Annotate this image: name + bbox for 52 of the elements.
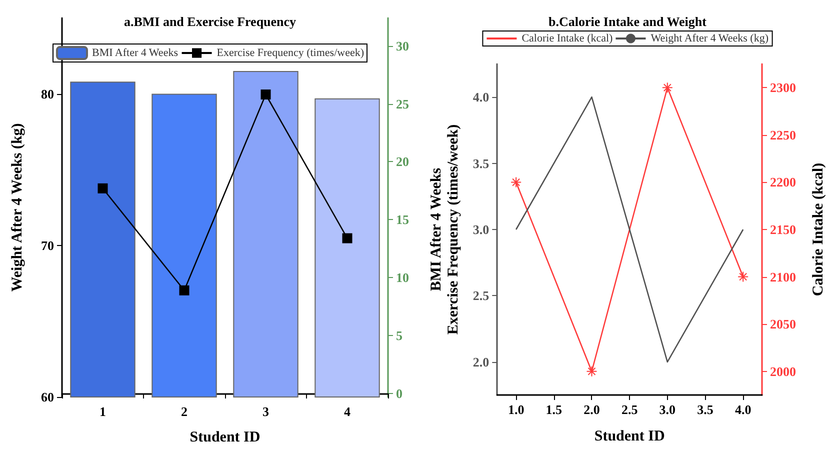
y2-tick-label: 5 bbox=[396, 328, 403, 344]
y2-tick-label: 2300 bbox=[770, 80, 796, 96]
legend-label: BMI After 4 Weeks bbox=[92, 47, 178, 59]
y2-tick-label: 30 bbox=[396, 38, 409, 54]
y-tick-label: 3.0 bbox=[472, 222, 490, 237]
x-axis-title: Student ID bbox=[190, 430, 260, 446]
point bbox=[342, 233, 352, 244]
y-tick-label: 2.5 bbox=[472, 288, 490, 304]
point bbox=[738, 271, 749, 282]
point bbox=[586, 366, 598, 377]
point bbox=[662, 82, 673, 94]
point bbox=[98, 183, 108, 194]
x-tick-label: 4 bbox=[344, 404, 351, 419]
point bbox=[510, 176, 522, 188]
x-axis-title: Student ID bbox=[594, 428, 665, 444]
x-tick-label: 3.5 bbox=[697, 402, 714, 417]
y-tick-label: 70 bbox=[41, 238, 54, 253]
point bbox=[179, 285, 190, 296]
legend-label: Weight After 4 Weeks (kg) bbox=[650, 32, 769, 44]
y-axis-title: BMI After 4 Weeks Exercise Frequency (times/week) bbox=[428, 124, 462, 335]
y-tick-label: 80 bbox=[41, 86, 54, 102]
y-tick-label: 4.0 bbox=[472, 90, 490, 105]
y2-tick-label: 2150 bbox=[770, 222, 796, 237]
y2-tick-label: 25 bbox=[396, 96, 410, 112]
y-tick-label: 2.0 bbox=[472, 354, 490, 370]
chart-title: a.BMI and Exercise Frequency bbox=[124, 14, 297, 29]
x-tick-label: 3.0 bbox=[659, 402, 676, 417]
x-tick-label: 1.0 bbox=[508, 402, 524, 417]
x-tick-label: 1 bbox=[100, 404, 106, 419]
x-tick-label: 4.0 bbox=[734, 402, 752, 417]
y2-tick-label: 2050 bbox=[770, 316, 796, 332]
y2-tick-label: 2200 bbox=[770, 174, 796, 190]
x-tick-label: 1.5 bbox=[546, 402, 563, 417]
y-axis-title: Weight After 4 Weeks (kg) bbox=[10, 123, 26, 292]
y2-tick-label: 0 bbox=[396, 386, 402, 402]
legend-label: Calorie Intake (kcal) bbox=[522, 32, 614, 44]
y2-axis-title: Calorie Intake (kcal) bbox=[810, 162, 826, 296]
x-tick-label: 3 bbox=[262, 404, 270, 419]
y2-tick-label: 2100 bbox=[770, 269, 796, 284]
x-tick-label: 2.5 bbox=[621, 402, 638, 417]
y-tick-label: 3.5 bbox=[472, 156, 490, 171]
x-tick-label: 2.0 bbox=[584, 402, 600, 417]
y-tick-label: 60 bbox=[41, 390, 54, 404]
y2-tick-label: 15 bbox=[396, 212, 410, 228]
legend-label: Exercise Frequency (times/week) bbox=[216, 47, 364, 59]
chart-title: b.Calorie Intake and Weight bbox=[548, 14, 708, 29]
y2-tick-label: 10 bbox=[396, 270, 409, 286]
y2-tick-label: 2250 bbox=[770, 127, 796, 142]
x-tick-label: 2 bbox=[181, 404, 188, 419]
y2-tick-label: 20 bbox=[396, 154, 409, 170]
point bbox=[260, 89, 271, 100]
y2-tick-label: 2000 bbox=[770, 364, 796, 379]
